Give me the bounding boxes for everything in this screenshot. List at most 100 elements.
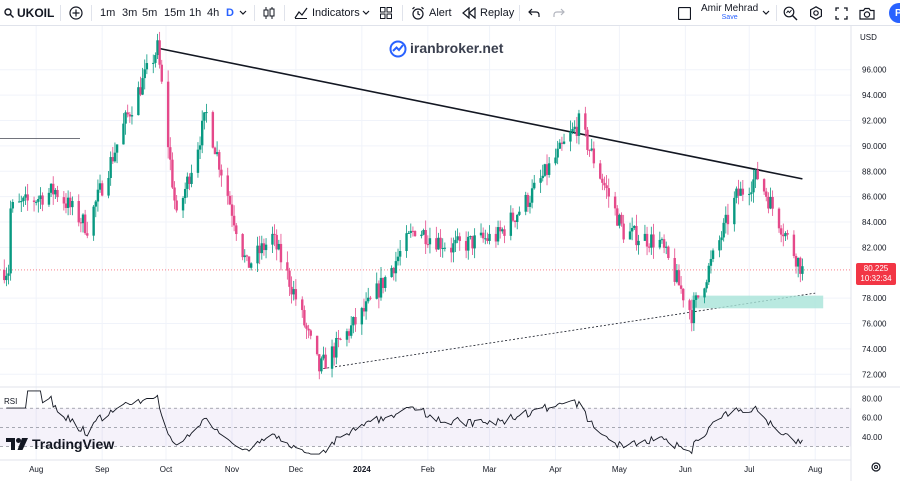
price-tick-label: 76.000 bbox=[862, 320, 887, 329]
tradingview-logo-icon bbox=[6, 438, 28, 450]
settings-button[interactable] bbox=[809, 0, 823, 26]
timeframe-dropdown[interactable] bbox=[239, 0, 247, 26]
chevron-down-icon bbox=[362, 10, 370, 15]
chart-type-button[interactable] bbox=[263, 0, 275, 26]
rsi-indicator-label[interactable]: RSI bbox=[4, 397, 18, 406]
candle-body bbox=[379, 277, 383, 298]
timeframe-d[interactable]: D bbox=[226, 7, 234, 19]
symbol-search[interactable]: UKOIL bbox=[4, 0, 54, 26]
candle-body bbox=[130, 115, 134, 117]
screenshot-button[interactable] bbox=[859, 0, 875, 26]
candle-body bbox=[256, 245, 259, 264]
candle-body bbox=[98, 183, 102, 190]
indicators-dropdown[interactable] bbox=[362, 0, 370, 26]
candle-body bbox=[779, 228, 783, 235]
currency-label[interactable]: USD bbox=[860, 33, 877, 42]
candle-body bbox=[471, 236, 474, 249]
candle-body bbox=[345, 331, 349, 340]
candle-body bbox=[139, 87, 142, 95]
user-dropdown[interactable] bbox=[762, 0, 770, 26]
camera-icon bbox=[859, 7, 875, 20]
chart-grid bbox=[0, 26, 851, 460]
indicators-icon bbox=[294, 7, 308, 19]
axis-settings-icon[interactable] bbox=[871, 462, 881, 472]
candle-body bbox=[20, 201, 23, 203]
candle-body bbox=[607, 188, 610, 197]
candle-body bbox=[575, 126, 579, 136]
candle-body bbox=[616, 208, 619, 226]
candle-body bbox=[782, 234, 785, 237]
candle-body bbox=[247, 256, 251, 268]
candle-body bbox=[652, 234, 655, 248]
candle-body bbox=[494, 233, 498, 242]
layout-button[interactable] bbox=[380, 0, 392, 26]
candle-body bbox=[52, 183, 55, 195]
candle-body bbox=[352, 317, 355, 326]
candle-body bbox=[422, 230, 425, 235]
candle-body bbox=[34, 201, 38, 203]
candle-body bbox=[122, 123, 125, 145]
candle-body bbox=[586, 129, 589, 150]
candle-body bbox=[64, 203, 68, 208]
publish-button[interactable]: Pu bbox=[889, 3, 900, 23]
candle-body bbox=[305, 325, 308, 329]
candle-body bbox=[100, 183, 104, 196]
price-tick-label: 88.000 bbox=[862, 167, 887, 176]
candle-body bbox=[115, 144, 119, 153]
candle-body bbox=[409, 230, 412, 233]
candle-body bbox=[560, 142, 564, 144]
candle-body bbox=[643, 233, 647, 241]
candle-body bbox=[441, 248, 444, 250]
candle-body bbox=[562, 141, 566, 144]
candle-body bbox=[7, 273, 10, 276]
candle-body bbox=[41, 195, 44, 205]
save-link[interactable]: Save bbox=[721, 14, 738, 21]
timeframe-4h[interactable]: 4h bbox=[207, 7, 220, 19]
candle-body bbox=[577, 113, 581, 136]
price-tick-label: 86.000 bbox=[862, 193, 887, 202]
current-price-value: 80.225 bbox=[863, 264, 889, 273]
candle-body bbox=[792, 234, 796, 256]
timeframe-1h[interactable]: 1h bbox=[189, 7, 202, 19]
time-tick-label: Aug bbox=[29, 465, 43, 474]
price-tick-label: 94.000 bbox=[862, 91, 887, 100]
candle-body bbox=[543, 164, 547, 176]
replay-button[interactable]: Replay bbox=[462, 0, 514, 26]
timeframe-15m[interactable]: 15m bbox=[164, 7, 186, 19]
quick-search-button[interactable] bbox=[783, 0, 798, 26]
alarm-clock-icon bbox=[412, 6, 424, 20]
alert-button[interactable]: Alert bbox=[411, 0, 452, 26]
candle-body bbox=[94, 201, 97, 207]
candle-body bbox=[384, 277, 387, 288]
candle-body bbox=[601, 178, 604, 183]
candle-body bbox=[692, 299, 696, 324]
candle-body bbox=[801, 266, 804, 274]
candle-body bbox=[735, 188, 738, 198]
timeframe-5m[interactable]: 5m bbox=[142, 7, 158, 19]
redo-button[interactable] bbox=[553, 0, 565, 26]
candle-body bbox=[769, 196, 772, 209]
candle-body bbox=[458, 236, 461, 242]
candle-body bbox=[232, 215, 236, 226]
fullscreen-button[interactable] bbox=[835, 0, 848, 26]
timeframe-3m[interactable]: 3m bbox=[122, 7, 138, 19]
candle-body bbox=[511, 212, 515, 221]
add-symbol-button[interactable] bbox=[69, 0, 83, 26]
candle-body bbox=[584, 113, 587, 130]
indicators-button[interactable]: Indicators bbox=[294, 0, 360, 26]
timeframe-1m[interactable]: 1m bbox=[100, 7, 116, 19]
undo-button[interactable] bbox=[528, 0, 540, 26]
user-menu[interactable]: Amir Mehrad Save bbox=[701, 0, 758, 26]
candle-body bbox=[398, 251, 402, 257]
candle-body bbox=[437, 237, 440, 250]
candle-body bbox=[203, 112, 206, 121]
tradingview-logo[interactable]: TradingView bbox=[6, 436, 114, 452]
price-chart[interactable]: 96.000 94.000 92.000 90.000 88.000 86.000 84.0… bbox=[0, 26, 900, 481]
candle-body bbox=[171, 159, 174, 188]
candle-body bbox=[205, 112, 208, 114]
candle-body bbox=[109, 157, 112, 178]
candle-body bbox=[303, 310, 306, 326]
candle-body bbox=[650, 234, 653, 248]
layout-select-checkbox[interactable] bbox=[678, 0, 691, 26]
candle-body bbox=[454, 239, 457, 244]
